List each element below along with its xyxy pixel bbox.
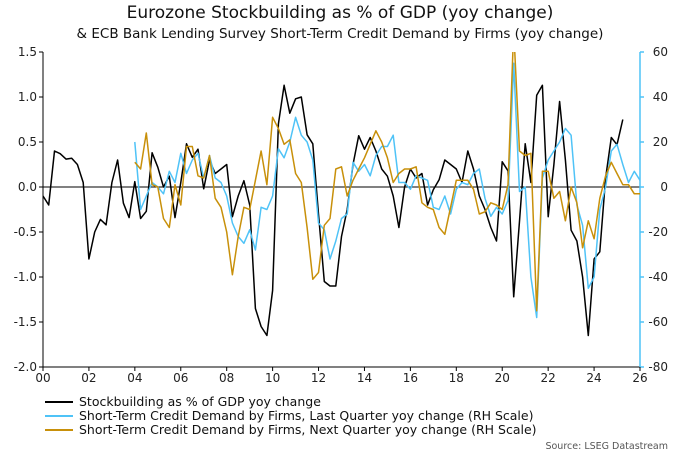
legend-label: Short-Term Credit Demand by Firms, Next … [79, 422, 537, 437]
left-tick-label: -0.5 [14, 225, 37, 239]
legend-swatch-blue [45, 414, 73, 417]
x-tick-label: 08 [219, 371, 234, 385]
right-tick-label: 40 [653, 90, 668, 104]
x-tick-label: 16 [403, 371, 418, 385]
left-tick-label: 0.5 [18, 135, 37, 149]
legend-item-last-quarter: Short-Term Credit Demand by Firms, Last … [45, 408, 533, 423]
x-tick-label: 20 [495, 371, 510, 385]
x-tick-label: 26 [632, 371, 647, 385]
right-tick-label: -60 [648, 315, 668, 329]
legend-label: Stockbuilding as % of GDP yoy change [79, 394, 321, 409]
legend-item-next-quarter: Short-Term Credit Demand by Firms, Next … [45, 422, 537, 437]
credit-demand-last-quarter-line [134, 62, 640, 319]
left-tick-label: 1.0 [18, 90, 37, 104]
right-tick-label: 0 [660, 180, 668, 194]
source-note: Source: LSEG Datastream [545, 441, 668, 452]
chart-title: Eurozone Stockbuilding as % of GDP (yoy … [126, 3, 554, 23]
right-tick-label: -80 [648, 360, 668, 374]
right-tick-label: 60 [653, 45, 668, 59]
credit-demand-next-quarter-line [134, 52, 640, 312]
stockbuilding-line [43, 84, 624, 337]
x-tick-label: 06 [173, 371, 188, 385]
right-tick-label: 20 [653, 135, 668, 149]
x-tick-label: 10 [265, 371, 280, 385]
right-tick-label: -20 [648, 225, 668, 239]
x-tick-label: 12 [311, 371, 326, 385]
legend-label: Short-Term Credit Demand by Firms, Last … [79, 408, 534, 423]
x-tick-label: 22 [541, 371, 556, 385]
left-tick-label: -1.5 [14, 315, 37, 329]
left-tick-label: -1.0 [14, 270, 37, 284]
left-tick-label: 1.5 [18, 45, 37, 59]
legend-swatch-orange [45, 428, 73, 431]
x-tick-label: 14 [357, 371, 372, 385]
legend-item-stockbuilding: Stockbuilding as % of GDP yoy change [45, 394, 321, 409]
x-tick-label: 00 [35, 371, 50, 385]
x-tick-label: 04 [127, 371, 142, 385]
left-tick-label: 0.0 [18, 180, 37, 194]
left-tick-label: -2.0 [14, 360, 37, 374]
right-tick-label: -40 [648, 270, 668, 284]
x-tick-label: 18 [449, 371, 464, 385]
x-tick-label: 24 [586, 371, 601, 385]
chart-subtitle: & ECB Bank Lending Survey Short-Term Cre… [76, 26, 604, 42]
x-tick-label: 02 [81, 371, 96, 385]
legend-swatch-black [45, 400, 73, 403]
